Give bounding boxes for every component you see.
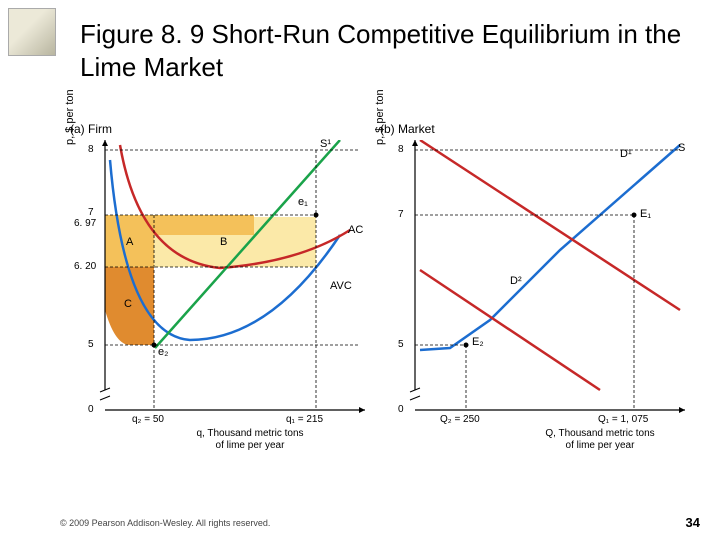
panel-b: p, $ per ton 8 7 5 0 Q₂ = 250 Q₁ = 1, 07… — [380, 140, 680, 450]
ytick-697: 6. 97 — [74, 218, 96, 229]
slide-thumbnail — [8, 8, 56, 56]
ytick-5: 5 — [88, 339, 94, 350]
panel-a-subtitle: (a) Firm — [70, 122, 112, 136]
xlabel-b-1: Q, Thousand metric tons — [545, 428, 654, 439]
label-A: A — [126, 236, 133, 248]
ytick-b5: 5 — [398, 339, 404, 350]
label-D2: D² — [510, 275, 522, 287]
xlabel-a-1: q, Thousand metric tons — [196, 428, 303, 439]
figure-title: Figure 8. 9 Short-Run Competitive Equili… — [80, 18, 720, 83]
panel-a-ylabel: p, $ per ton — [64, 89, 76, 145]
label-AC: AC — [348, 224, 363, 236]
label-AVC: AVC — [330, 280, 352, 292]
label-D1: D¹ — [620, 148, 632, 160]
ytick-b0: 0 — [398, 404, 404, 415]
label-S: S — [678, 142, 685, 154]
xtick-Q1: Q₁ = 1, 075 — [598, 414, 648, 425]
label-s1: S¹ — [320, 138, 331, 150]
xlabel-a-2: of lime per year — [216, 440, 285, 451]
xtick-Q2: Q₂ = 250 — [440, 414, 480, 425]
panel-a-xlabel: q, Thousand metric tons of lime per year — [150, 428, 350, 452]
panel-b-ylabel: p, $ per ton — [374, 89, 386, 145]
xlabel-b-2: of lime per year — [566, 440, 635, 451]
ytick-620: 6. 20 — [74, 261, 96, 272]
slide-number: 34 — [686, 515, 700, 530]
ytick-7: 7 — [88, 207, 94, 218]
label-C: C — [124, 298, 132, 310]
panel-a: p, $ per ton — [70, 140, 370, 450]
xtick-q1: q₁ = 215 — [286, 414, 323, 425]
label-E1: E₁ — [640, 208, 651, 220]
panel-a-svg — [70, 140, 370, 450]
copyright: © 2009 Pearson Addison-Wesley. All right… — [60, 518, 270, 528]
panel-b-svg — [380, 140, 690, 450]
label-B: B — [220, 236, 227, 248]
ytick-b8: 8 — [398, 144, 404, 155]
label-E2: E₂ — [472, 336, 484, 348]
ytick-b7: 7 — [398, 209, 404, 220]
ytick-8: 8 — [88, 144, 94, 155]
panel-b-xlabel: Q, Thousand metric tons of lime per year — [500, 428, 700, 452]
label-e2: e₂ — [158, 346, 168, 358]
ytick-0: 0 — [88, 404, 94, 415]
panel-b-subtitle: (b) Market — [380, 122, 435, 136]
xtick-q2: q₂ = 50 — [132, 414, 164, 425]
label-e1: e₁ — [298, 196, 308, 208]
